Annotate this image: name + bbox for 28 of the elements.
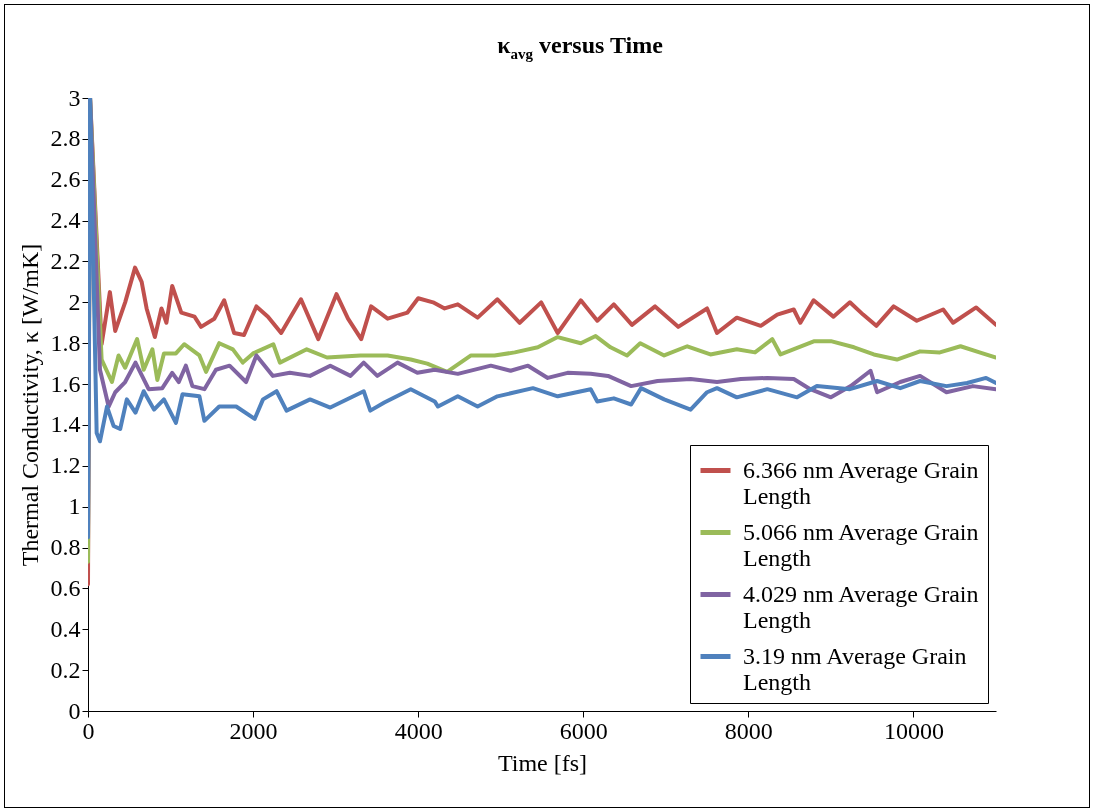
legend-label: 4.029 nm Average Grain Length: [743, 580, 979, 633]
x-tick-label: 10000: [883, 717, 944, 744]
y-tick-label: 2.2: [50, 247, 81, 274]
legend-label: 5.066 nm Average Grain Length: [743, 518, 979, 571]
y-tick-label: 0.2: [50, 656, 81, 683]
x-tick-label: 2000: [229, 717, 278, 744]
x-tick-label: 6000: [559, 717, 608, 744]
y-tick-label: 0.6: [50, 574, 81, 601]
y-tick-label: 1.6: [50, 370, 81, 397]
y-tick-label: 2.4: [50, 207, 81, 234]
y-tick-label: 1.8: [50, 329, 81, 356]
y-tick-label: 1.4: [50, 411, 81, 438]
legend-label: 6.366 nm Average Grain Length: [743, 456, 979, 509]
y-tick-label: 0: [68, 697, 81, 724]
y-axis-title: Thermal Conductivity, κ [W/mK]: [16, 243, 43, 567]
y-tick-label: 2.8: [50, 125, 81, 152]
y-tick-label: 2: [68, 288, 81, 315]
x-tick-label: 8000: [724, 717, 773, 744]
x-tick-label: 4000: [394, 717, 443, 744]
y-tick-label: 2.6: [50, 166, 81, 193]
y-tick-label: 1.2: [50, 452, 81, 479]
y-tick-label: 3: [68, 84, 81, 111]
y-tick-label: 0.8: [50, 534, 81, 561]
legend-label: 3.19 nm Average Grain Length: [743, 642, 967, 695]
chart-title: κ$_{avg}$ versus Time: [496, 32, 664, 63]
y-tick-label: 0.4: [50, 615, 81, 642]
y-tick-label: 1: [68, 493, 81, 520]
x-axis-title: Time [fs]: [497, 749, 588, 776]
